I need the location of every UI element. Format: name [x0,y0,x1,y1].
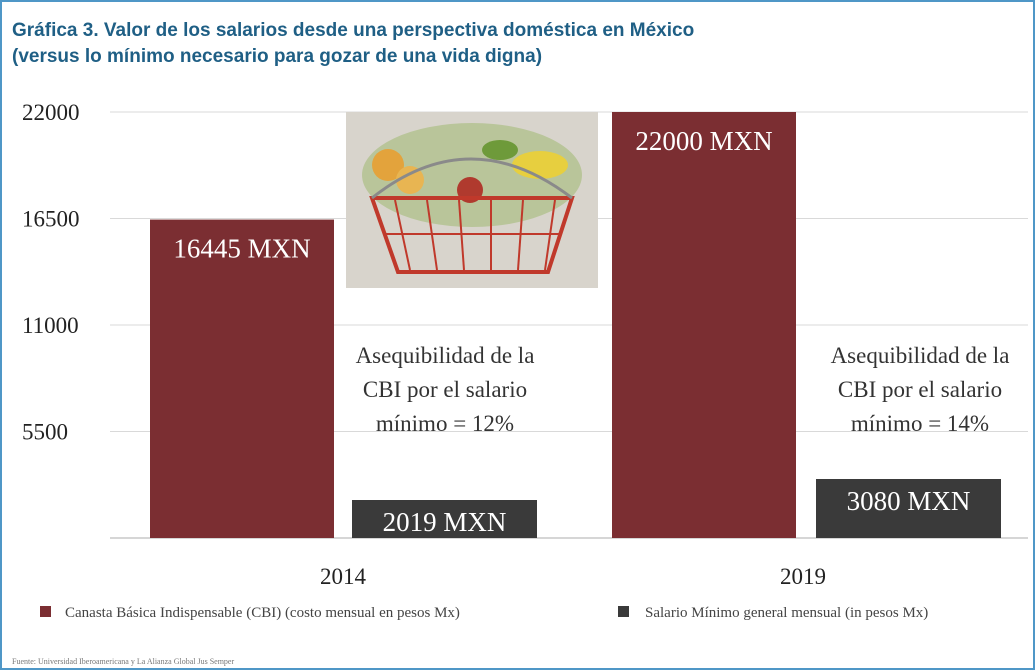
data-label-salario-2014: 2019 MXN [383,507,507,537]
data-label-cbi-2019: 22000 MXN [635,126,772,156]
basket-image-basket [369,196,575,274]
y-tick-label-0: 5500 [22,420,68,445]
y-tick-label-3: 22000 [22,100,80,125]
x-tick-label-2014: 2014 [320,564,367,589]
basket-image-banana [512,151,568,179]
legend-label-salario: Salario Mínimo general mensual (in pesos… [645,605,928,621]
annotation-2019-line-2: mínimo = 14% [851,411,989,436]
y-tick-label-2: 16500 [22,207,80,232]
basket-image-produce-back [362,123,582,227]
annotation-2014-line-2: mínimo = 12% [376,411,514,436]
chart-title: Gráfica 3. Valor de los salarios desde u… [12,18,694,70]
x-tick-label-2019: 2019 [780,564,826,589]
basket-image-orange-1 [372,149,404,181]
data-label-salario-2019: 3080 MXN [847,486,971,516]
bar-cbi-2019 [612,112,796,538]
annotation-2014-line-1: CBI por el salario [363,377,527,402]
basket-image-orange-2 [396,166,424,194]
annotation-2019-line-0: Asequibilidad de la [831,343,1010,368]
legend-label-cbi: Canasta Básica Indispensable (CBI) (cost… [65,605,460,621]
basket-image-greens [482,140,518,160]
chart-title-line1: Gráfica 3. Valor de los salarios desde u… [12,20,695,41]
basket-image-handle [371,157,573,200]
annotation-2014-line-0: Asequibilidad de la [356,343,535,368]
y-tick-label-1: 11000 [22,313,79,338]
legend-swatch-salario [618,606,629,617]
chart-title-line2: (versus lo mínimo necesario para gozar d… [12,46,543,67]
data-label-cbi-2014: 16445 MXN [173,234,310,264]
source-note: Fuente: Universidad Iberoamericana y La … [12,657,235,666]
annotation-2019-line-1: CBI por el salario [838,377,1002,402]
bar-salario-2019 [816,479,1001,538]
bar-cbi-2014 [150,219,334,538]
bar-salario-2014 [352,500,537,538]
legend-swatch-cbi [40,606,51,617]
